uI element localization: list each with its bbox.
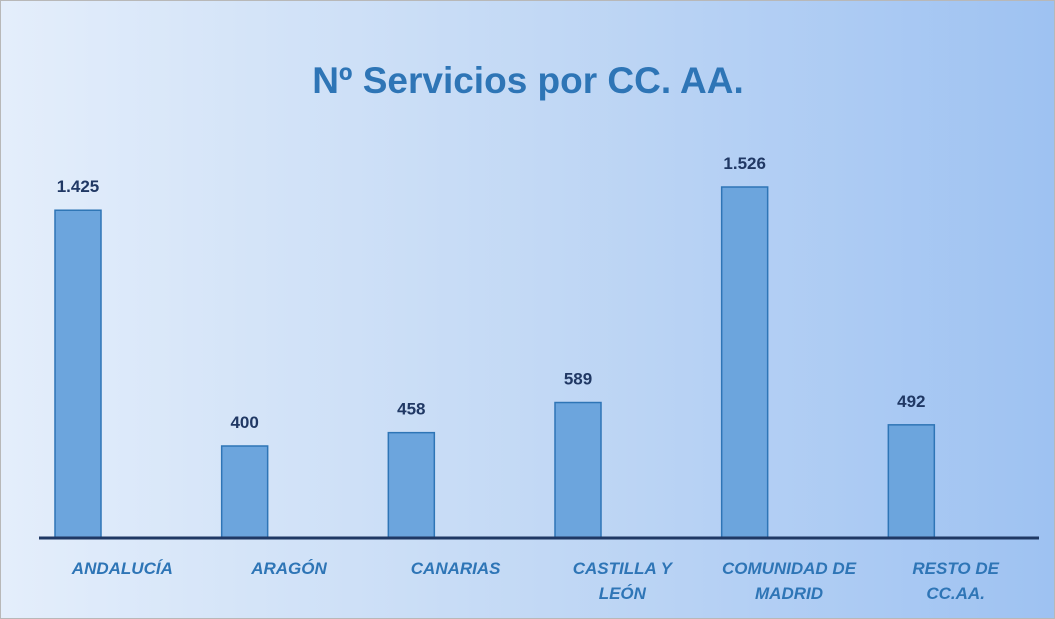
x-tick-label: CASTILLA Y LEÓN	[572, 559, 672, 603]
value-label: 589	[564, 370, 592, 389]
value-label: 492	[897, 392, 925, 411]
bar	[220, 445, 269, 539]
value-label: 1.425	[57, 177, 100, 196]
bar	[54, 209, 102, 539]
bar	[554, 401, 602, 539]
x-tick-label: CANARIAS	[410, 559, 501, 578]
x-tick-label: COMUNIDAD DE MADRID	[721, 559, 857, 603]
value-label: 1.526	[723, 154, 766, 173]
x-tick-label: RESTO DE CC.AA.	[912, 559, 999, 603]
bar	[887, 424, 936, 539]
value-label: 458	[397, 400, 425, 419]
bar	[720, 186, 769, 539]
bar	[387, 431, 436, 539]
x-tick-label: ARAGÓN	[251, 559, 327, 578]
x-tick-label: ANDALUCÍA	[71, 559, 173, 578]
chart-title: Nº Servicios por CC. AA.	[312, 60, 744, 101]
value-label: 400	[230, 413, 258, 432]
